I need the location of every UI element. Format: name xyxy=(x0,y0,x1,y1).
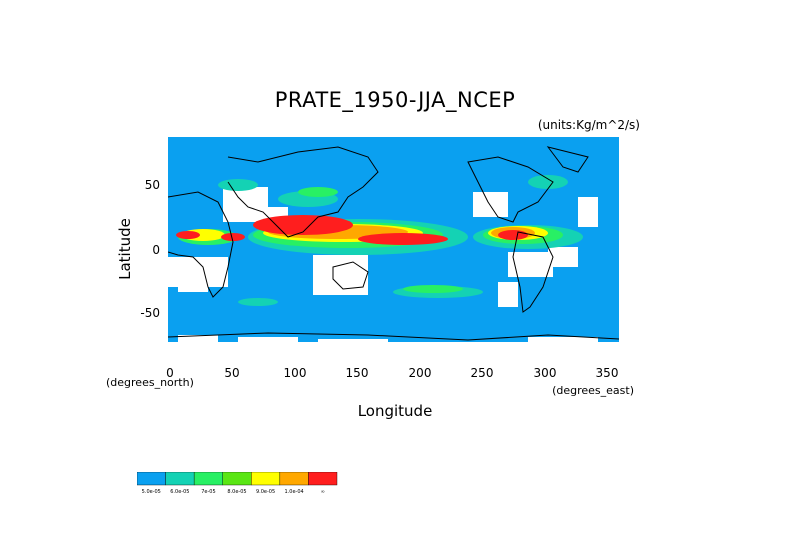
x-tick-label: 50 xyxy=(224,366,240,380)
x-axis-label: Longitude xyxy=(357,402,433,420)
y-tick-label: 50 xyxy=(144,178,160,192)
x-tick-label: 350 xyxy=(595,366,619,380)
legend-label: 6.0e-05 xyxy=(170,489,189,495)
legend-label: 1.0e-04 xyxy=(285,489,304,495)
color-legend: 5.0e-05 6.0e-05 7e-05 8.0e-05 9.0e-05 1.0e-04… xyxy=(137,472,338,495)
y-units-note: (degrees_north) xyxy=(106,376,194,389)
x-tick-label: 100 xyxy=(283,366,307,380)
legend-swatch xyxy=(279,472,309,486)
legend-swatch xyxy=(165,472,195,486)
legend-swatch xyxy=(193,472,223,486)
x-tick-label: 250 xyxy=(470,366,494,380)
legend-label: 5.0e-05 xyxy=(142,489,161,495)
y-tick-label: 0 xyxy=(152,243,160,257)
legend-label: 9.0e-05 xyxy=(256,489,275,495)
heavy-precip-areas xyxy=(176,215,528,245)
map-title: PRATE_1950-JJA_NCEP xyxy=(274,88,516,112)
x-tick-label: 300 xyxy=(533,366,557,380)
x-tick-label: 0 xyxy=(166,366,174,380)
units-label: (units:Kg/m^2/s) xyxy=(537,118,640,132)
legend-swatch xyxy=(308,472,338,486)
legend-label: ∞ xyxy=(321,489,325,495)
legend-swatch xyxy=(251,472,281,486)
legend-label: 7e-05 xyxy=(201,489,215,495)
x-tick-label: 200 xyxy=(408,366,432,380)
x-tick-label: 150 xyxy=(345,366,369,380)
legend-swatch xyxy=(222,472,252,486)
legend-label: 8.0e-05 xyxy=(227,489,246,495)
coastlines xyxy=(168,146,619,341)
legend-swatch xyxy=(137,472,166,486)
precipitation-map xyxy=(168,137,619,362)
x-units-note: (degrees_east) xyxy=(552,384,634,397)
y-tick-label: -50 xyxy=(140,306,160,320)
